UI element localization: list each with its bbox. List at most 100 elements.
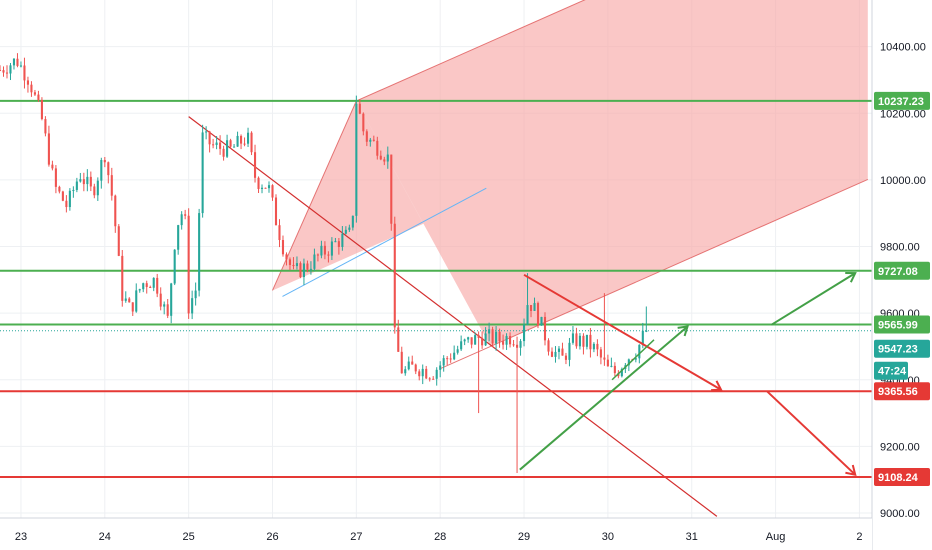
- candle: [407, 356, 410, 371]
- candle: [264, 187, 267, 189]
- candle: [341, 226, 344, 251]
- candle-body: [529, 305, 533, 311]
- candle: [302, 258, 305, 286]
- candle: [215, 136, 218, 150]
- candle: [474, 332, 477, 345]
- price-tag-label: 10237.23: [878, 96, 924, 108]
- candle: [610, 357, 613, 368]
- candle: [425, 365, 428, 380]
- candle: [309, 261, 312, 275]
- candle-body: [442, 358, 445, 366]
- price-tag-label: 9108.24: [878, 472, 919, 484]
- candle-body: [246, 132, 250, 144]
- x-tick-label: 30: [602, 531, 614, 543]
- candle-body: [554, 351, 557, 357]
- candle-body: [163, 304, 166, 307]
- candle-body: [243, 143, 246, 145]
- candle-body: [418, 371, 421, 377]
- candle: [170, 282, 173, 324]
- trendline-main: [188, 116, 718, 517]
- candle-body: [348, 227, 351, 230]
- candle-body: [362, 113, 365, 132]
- candle: [30, 81, 33, 97]
- candle-body: [425, 368, 428, 379]
- candle: [323, 241, 326, 260]
- candle: [260, 184, 264, 194]
- candle: [299, 261, 302, 279]
- candle: [0, 65, 2, 72]
- candle-body: [379, 155, 382, 160]
- candle-body: [386, 154, 389, 162]
- candle: [5, 65, 9, 79]
- candle: [582, 333, 585, 355]
- candle: [2, 66, 5, 77]
- candle: [47, 125, 50, 167]
- candle-body: [446, 358, 449, 360]
- candle-body: [26, 80, 29, 85]
- candle-body: [128, 298, 131, 303]
- price-tag-bg: [874, 382, 930, 401]
- candle: [645, 306, 648, 333]
- candle-body: [9, 65, 12, 74]
- candle: [267, 181, 271, 193]
- arrow-up-green-2-head: [845, 272, 857, 283]
- candle-body: [212, 144, 215, 146]
- arrow-up-green-1-shaft: [519, 325, 689, 471]
- arrow-down-red-2-head: [845, 464, 857, 476]
- candle: [516, 336, 519, 474]
- candle: [393, 216, 396, 334]
- candle: [233, 143, 236, 148]
- candle-body: [23, 65, 26, 81]
- candle-body: [435, 369, 438, 379]
- candle-body: [72, 189, 75, 191]
- candle-body: [536, 303, 540, 326]
- price-tag: 9547.23: [874, 339, 930, 358]
- candle: [37, 90, 40, 102]
- candle-body: [411, 361, 414, 365]
- candle-body: [250, 132, 253, 153]
- candle: [240, 134, 243, 150]
- candle: [142, 282, 145, 293]
- price-tag-bg: [874, 467, 930, 486]
- candle-body: [512, 344, 515, 346]
- candle-body: [491, 329, 494, 344]
- candle: [536, 301, 540, 329]
- candle: [117, 224, 120, 257]
- projection-arrows: [519, 272, 857, 476]
- candle-body: [110, 175, 113, 196]
- candle-body: [383, 159, 386, 162]
- candle-body: [75, 181, 78, 190]
- candle: [334, 237, 337, 243]
- candle: [226, 134, 229, 159]
- x-tick-label: 24: [99, 531, 111, 543]
- candle-body: [575, 333, 578, 347]
- candle-body: [173, 249, 176, 284]
- candle-body: [114, 195, 117, 227]
- price-tags: 10237.23 9727.08 9565.99 9547.23 47:24 9365.5…: [874, 91, 930, 486]
- candle: [578, 332, 581, 350]
- price-tag-bg: [874, 339, 930, 358]
- candle-body: [30, 84, 33, 93]
- price-tag-bg: [874, 361, 908, 380]
- candle: [138, 288, 141, 293]
- candle-body: [229, 140, 232, 147]
- candle: [159, 287, 162, 311]
- candle-body: [613, 365, 616, 374]
- candle-body: [16, 58, 19, 66]
- candle-body: [571, 333, 574, 343]
- candle: [121, 250, 124, 307]
- candle-body: [226, 140, 229, 157]
- candle-body: [180, 214, 183, 226]
- candle: [278, 219, 281, 248]
- candle-body: [596, 343, 599, 350]
- candle: [274, 194, 278, 226]
- candle: [173, 249, 176, 286]
- candle-body: [638, 344, 641, 359]
- pitchfork-median-line: [282, 187, 487, 297]
- candle: [414, 363, 417, 375]
- y-tick-label: 10400.00: [880, 42, 926, 54]
- x-axis: 23 24 25 26 27 28 29 30 31 Aug 2: [0, 517, 872, 550]
- candle-body: [187, 215, 190, 314]
- candle: [603, 293, 606, 366]
